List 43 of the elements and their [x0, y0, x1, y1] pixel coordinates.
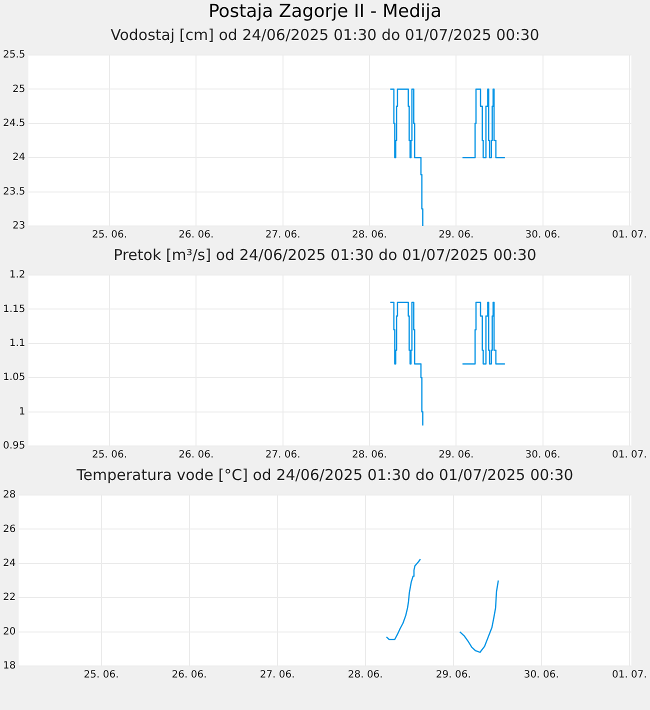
y-tick-label: 1.15 — [3, 304, 26, 315]
y-tick-label: 23 — [12, 220, 26, 232]
y-tick-label: 24 — [2, 558, 16, 569]
x-tick-label: 27. 06. — [265, 450, 300, 461]
x-tick-label: 01. 07. — [612, 450, 647, 461]
x-tick-label: 30. 06. — [524, 670, 559, 681]
x-tick-label: 28. 06. — [352, 450, 387, 461]
y-tick-label: 1.1 — [9, 338, 26, 349]
y-tick-label: 25 — [12, 84, 26, 95]
x-tick-label: 30. 06. — [525, 230, 560, 241]
x-tick-label: 01. 07. — [612, 670, 647, 681]
x-tick-label: 27. 06. — [260, 670, 295, 681]
y-tick-label: 18 — [2, 660, 16, 672]
x-tick-label: 28. 06. — [348, 670, 383, 681]
y-tick-label: 24 — [12, 152, 26, 164]
x-tick-label: 26. 06. — [172, 670, 207, 681]
y-tick-label: 22 — [2, 592, 16, 604]
y-tick-label: 24.5 — [3, 118, 26, 129]
x-tick-label: 28. 06. — [352, 230, 387, 241]
y-tick-label: 1.05 — [3, 372, 26, 384]
x-tick-label: 29. 06. — [438, 230, 474, 241]
y-tick-label: 20 — [2, 626, 16, 638]
x-tick-label: 27. 06. — [265, 230, 300, 241]
x-tick-label: 26. 06. — [178, 230, 214, 241]
y-tick-label: 1 — [18, 406, 26, 418]
y-tick-label: 26 — [2, 524, 16, 535]
chart-subtitle: Temperatura vode [°C] od 24/06/2025 01:30 do 01/07/2025 00:30 — [76, 465, 574, 486]
chart-title: Postaja Zagorje II - Medija — [207, 0, 443, 24]
x-tick-label: 30. 06. — [525, 450, 560, 461]
x-tick-label: 25. 06. — [92, 450, 128, 461]
x-tick-label: 29. 06. — [438, 450, 474, 461]
x-tick-label: 25. 06. — [92, 230, 128, 241]
y-tick-label: 25.5 — [3, 50, 26, 61]
y-tick-label: 1.2 — [9, 270, 26, 281]
chart-subtitle: Vodostaj [cm] od 24/06/2025 01:30 do 01/07/2025 00:30 — [110, 25, 540, 46]
x-tick-label: 01. 07. — [612, 230, 647, 241]
y-tick-label: 23.5 — [3, 186, 26, 198]
x-tick-label: 26. 06. — [178, 450, 214, 461]
y-tick-label: 28 — [2, 490, 16, 501]
chart-subtitle: Pretok [m³/s] od 24/06/2025 01:30 do 01/07/2025 00:30 — [112, 245, 538, 266]
x-tick-label: 25. 06. — [84, 670, 119, 681]
y-tick-label: 0.95 — [3, 440, 26, 452]
x-tick-label: 29. 06. — [436, 670, 471, 681]
